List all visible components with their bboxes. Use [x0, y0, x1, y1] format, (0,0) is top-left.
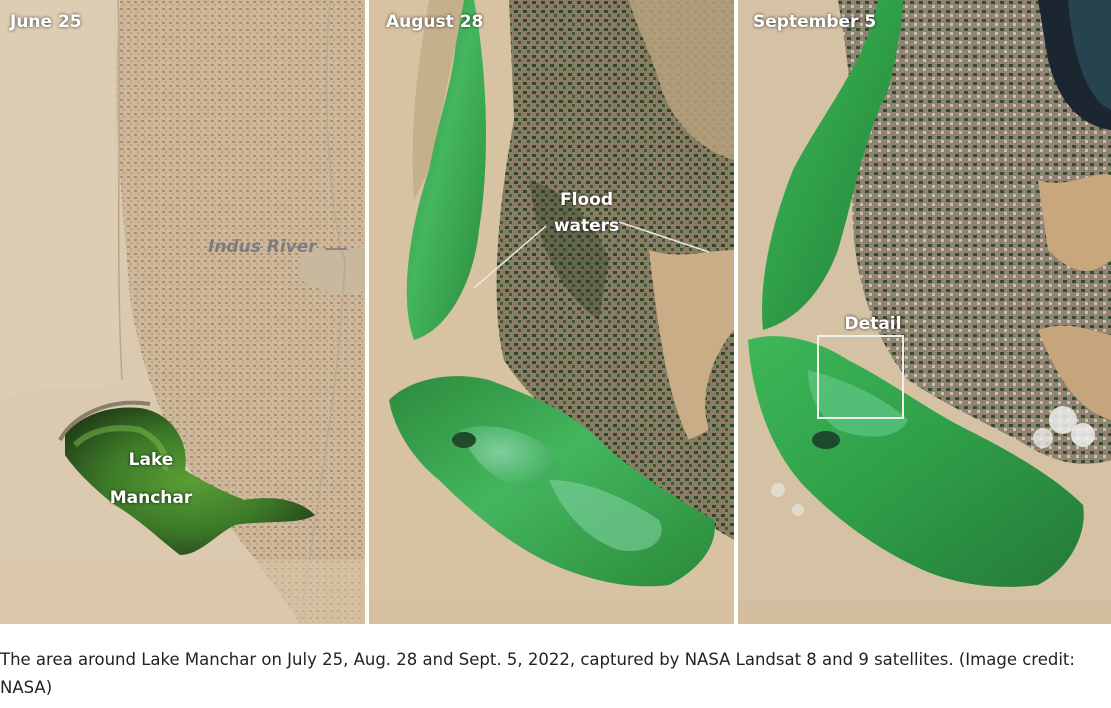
- indus-river-label: Indus River: [208, 237, 317, 257]
- lake-label-line2: Manchar: [109, 488, 193, 508]
- satellite-image-june: [0, 0, 365, 624]
- flood-waters-label-line2: waters: [553, 216, 620, 236]
- flood-waters-label-line1: Flood: [560, 190, 613, 210]
- detail-label: Detail: [844, 314, 902, 334]
- satellite-image-triptych: June 25 Indus River Lake Manchar: [0, 0, 1111, 624]
- panel-september-5: September 5 Detail: [738, 0, 1111, 624]
- lake-label-line1: Lake: [128, 450, 174, 470]
- satellite-image-august: [369, 0, 734, 624]
- panel-date-label: June 25: [10, 12, 82, 32]
- satellite-image-september: [738, 0, 1111, 624]
- panel-date-label: September 5: [753, 12, 877, 32]
- panel-june-25: June 25 Indus River Lake Manchar: [0, 0, 365, 624]
- panel-august-28: August 28 Flood waters: [369, 0, 734, 624]
- figure-caption: The area around Lake Manchar on July 25,…: [0, 650, 1075, 697]
- panel-date-label: August 28: [386, 12, 484, 32]
